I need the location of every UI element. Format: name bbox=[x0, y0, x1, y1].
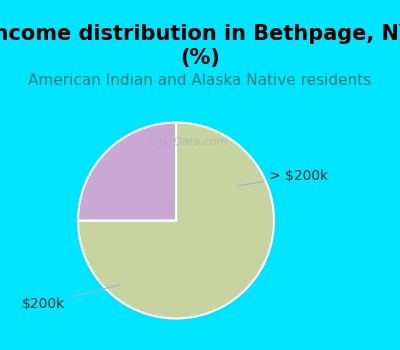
Text: Income distribution in Bethpage, NY
(%): Income distribution in Bethpage, NY (%) bbox=[0, 25, 400, 68]
Wedge shape bbox=[78, 122, 176, 220]
Text: $200k: $200k bbox=[22, 285, 120, 311]
Text: American Indian and Alaska Native residents: American Indian and Alaska Native reside… bbox=[28, 73, 372, 88]
Text: > $200k: > $200k bbox=[238, 169, 328, 186]
Wedge shape bbox=[78, 122, 274, 318]
Text: City-Data.com: City-Data.com bbox=[148, 137, 228, 147]
